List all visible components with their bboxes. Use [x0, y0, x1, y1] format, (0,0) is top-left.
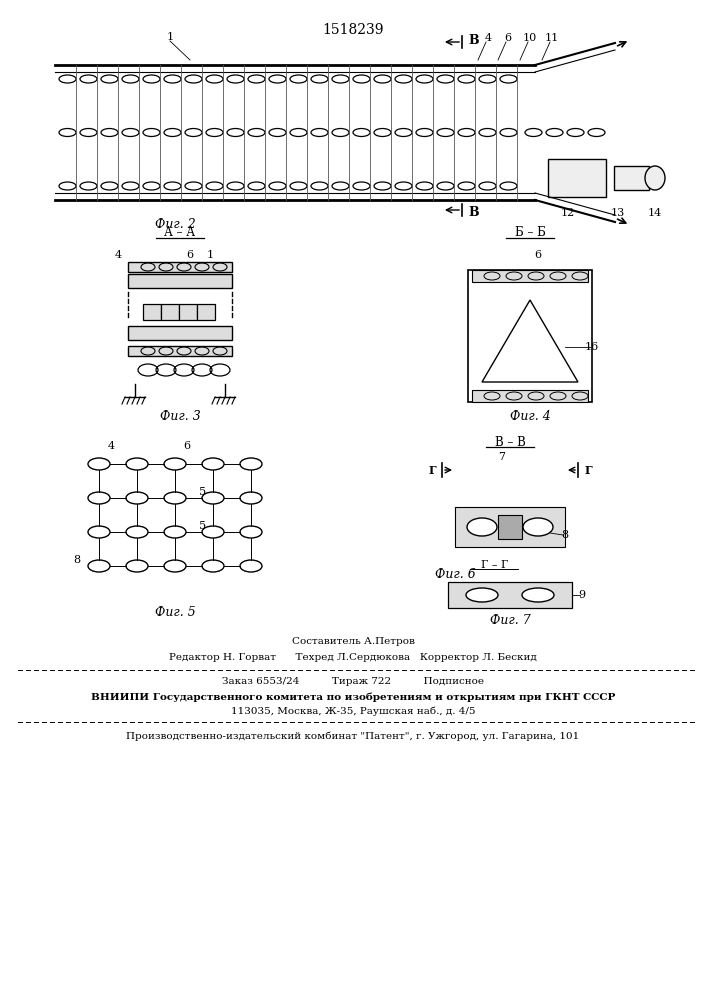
Ellipse shape	[467, 518, 497, 536]
Bar	[128, 262, 232, 272]
Text: ВНИИПИ Государственного комитета по изобретениям и открытиям при ГКНТ СССР: ВНИИПИ Государственного комитета по изоб…	[90, 692, 615, 702]
Text: 6: 6	[183, 441, 191, 451]
Text: 5: 5	[199, 521, 206, 531]
Text: Составитель А.Петров: Составитель А.Петров	[291, 638, 414, 647]
Text: 113035, Москва, Ж-35, Раушская наб., д. 4/5: 113035, Москва, Ж-35, Раушская наб., д. …	[230, 706, 475, 716]
Text: Производственно-издательский комбинат "Патент", г. Ужгород, ул. Гагарина, 101: Производственно-издательский комбинат "П…	[127, 731, 580, 741]
Bar	[472, 390, 588, 402]
Bar	[472, 270, 588, 282]
Text: Фиг. 3: Фиг. 3	[160, 410, 200, 422]
Text: 1518239: 1518239	[322, 23, 384, 37]
Text: В – В: В – В	[495, 436, 525, 448]
Text: 7: 7	[498, 452, 506, 462]
Text: Фиг. 2: Фиг. 2	[155, 219, 195, 232]
Text: Г – Г: Г – Г	[481, 560, 509, 570]
Bar	[468, 270, 592, 402]
Bar	[143, 304, 161, 320]
Text: 8: 8	[561, 530, 568, 540]
Text: 1: 1	[206, 250, 214, 260]
Text: 4: 4	[107, 441, 115, 451]
Bar	[128, 346, 232, 356]
Ellipse shape	[522, 588, 554, 602]
Text: 4: 4	[484, 33, 491, 43]
Text: Фиг. 7: Фиг. 7	[490, 613, 530, 626]
Text: 1: 1	[166, 32, 173, 42]
Text: 12: 12	[561, 208, 575, 218]
Bar	[498, 515, 522, 539]
Bar	[197, 304, 215, 320]
Bar	[128, 274, 232, 288]
Text: 16: 16	[585, 342, 599, 352]
Ellipse shape	[466, 588, 498, 602]
Text: Г: Г	[584, 464, 592, 476]
Ellipse shape	[645, 166, 665, 190]
Text: Б – Б: Б – Б	[515, 226, 545, 238]
Text: 11: 11	[545, 33, 559, 43]
Text: Фиг. 6: Фиг. 6	[435, 568, 475, 580]
Text: Фиг. 4: Фиг. 4	[510, 410, 550, 422]
Text: 13: 13	[611, 208, 625, 218]
Text: Редактор Н. Горват      Техред Л.Сердюкова   Корректор Л. Бескид: Редактор Н. Горват Техред Л.Сердюкова Ко…	[169, 654, 537, 662]
Bar	[614, 166, 649, 190]
Text: В: В	[469, 33, 479, 46]
Text: Заказ 6553/24          Тираж 722          Подписное: Заказ 6553/24 Тираж 722 Подписное	[222, 678, 484, 686]
Text: А – А: А – А	[165, 226, 196, 238]
Bar	[161, 304, 179, 320]
Bar	[548, 159, 606, 197]
Bar	[448, 582, 572, 608]
Text: 10: 10	[523, 33, 537, 43]
Text: 6: 6	[187, 250, 194, 260]
Text: 5: 5	[199, 487, 206, 497]
Text: Фиг. 5: Фиг. 5	[155, 605, 195, 618]
Bar	[455, 507, 565, 547]
Bar	[128, 326, 232, 340]
Ellipse shape	[523, 518, 553, 536]
Text: 9: 9	[578, 590, 585, 600]
Text: 8: 8	[74, 555, 81, 565]
Text: 14: 14	[648, 208, 662, 218]
Bar	[179, 304, 197, 320]
Text: Г: Г	[428, 464, 436, 476]
Text: В: В	[469, 206, 479, 219]
Text: 4: 4	[115, 250, 122, 260]
Text: 6: 6	[534, 250, 542, 260]
Text: 6: 6	[504, 33, 512, 43]
